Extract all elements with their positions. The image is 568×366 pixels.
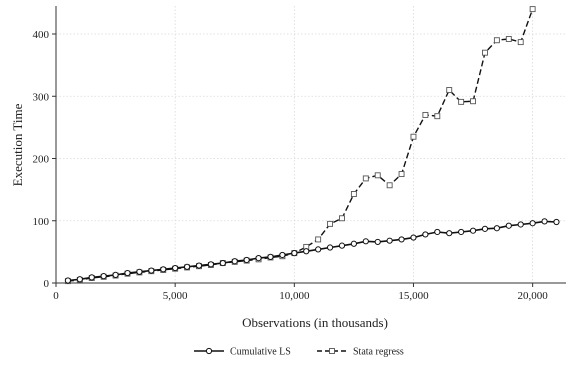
data-point xyxy=(410,133,417,140)
x-tick-label: 20,000 xyxy=(518,290,549,302)
data-point xyxy=(398,171,405,178)
axes xyxy=(55,6,566,284)
data-point xyxy=(529,220,536,227)
data-point xyxy=(291,250,298,257)
data-point xyxy=(100,273,107,280)
data-point xyxy=(446,230,453,237)
legend: Cumulative LS Stata regress xyxy=(194,347,404,358)
data-point xyxy=(136,268,143,275)
data-point xyxy=(315,236,322,243)
data-point xyxy=(76,276,83,283)
data-point xyxy=(303,248,310,255)
data-point xyxy=(374,238,381,246)
data-point xyxy=(362,175,369,182)
legend-marker xyxy=(205,347,213,355)
tick-labels: 0 100 200 300 400 0 5,000 10,000 15,000 20,000 xyxy=(33,29,549,302)
data-point xyxy=(362,238,369,245)
data-point xyxy=(386,237,393,244)
legend-marker xyxy=(329,348,335,354)
series-layer xyxy=(64,6,560,285)
data-point xyxy=(231,258,238,265)
data-point xyxy=(243,256,250,264)
data-point xyxy=(470,98,477,105)
data-point xyxy=(422,231,429,238)
x-axis-title: Observations (in thousands) xyxy=(242,315,388,330)
data-point xyxy=(505,222,512,229)
data-point xyxy=(434,228,441,236)
data-point xyxy=(267,253,274,260)
series-cumulative-ls xyxy=(64,218,560,284)
data-point xyxy=(183,263,191,270)
data-point xyxy=(541,218,548,225)
data-point xyxy=(195,262,203,269)
data-point xyxy=(124,269,131,277)
x-tick-label: 5,000 xyxy=(163,290,188,302)
y-tick-label: 400 xyxy=(33,29,50,41)
data-point xyxy=(529,6,536,13)
data-point xyxy=(458,228,465,236)
data-point xyxy=(434,113,441,120)
x-tick-label: 0 xyxy=(53,290,59,302)
data-point xyxy=(374,172,381,179)
series-line xyxy=(67,8,534,282)
data-point xyxy=(458,98,465,105)
legend-label: Stata regress xyxy=(353,347,404,358)
data-point xyxy=(469,227,477,234)
legend-item: Cumulative LS xyxy=(194,347,291,358)
data-point xyxy=(350,191,357,197)
data-point xyxy=(326,244,334,251)
data-point xyxy=(148,267,155,274)
data-point xyxy=(315,246,322,253)
data-point xyxy=(64,277,72,284)
data-point xyxy=(338,242,346,249)
data-point xyxy=(339,215,345,222)
data-point xyxy=(422,111,429,118)
y-tick-label: 200 xyxy=(33,154,50,166)
legend-label: Cumulative LS xyxy=(230,347,291,358)
data-point xyxy=(493,225,500,232)
data-point xyxy=(482,49,488,56)
data-point xyxy=(493,37,500,44)
x-tick-label: 15,000 xyxy=(398,290,429,302)
y-axis-title: Execution Time xyxy=(10,103,25,186)
data-point xyxy=(88,274,95,281)
data-point xyxy=(505,36,512,42)
y-tick-label: 300 xyxy=(33,91,50,103)
data-point xyxy=(410,234,417,241)
data-point xyxy=(172,264,179,272)
data-point xyxy=(553,218,560,226)
data-point xyxy=(160,266,167,273)
data-point xyxy=(517,39,524,46)
data-point xyxy=(517,221,524,228)
data-point xyxy=(398,236,405,243)
data-point xyxy=(219,259,226,267)
y-tick-label: 100 xyxy=(33,216,50,228)
data-point xyxy=(481,225,489,232)
data-point xyxy=(350,240,357,247)
data-point xyxy=(386,182,393,189)
y-tick-label: 0 xyxy=(44,278,50,290)
data-point xyxy=(207,261,215,268)
data-point xyxy=(255,255,262,262)
data-point xyxy=(327,220,334,227)
data-point xyxy=(279,251,286,259)
data-point xyxy=(112,271,119,279)
data-point xyxy=(446,87,453,93)
x-tick-label: 10,000 xyxy=(279,290,310,302)
legend-item: Stata regress xyxy=(317,347,404,358)
